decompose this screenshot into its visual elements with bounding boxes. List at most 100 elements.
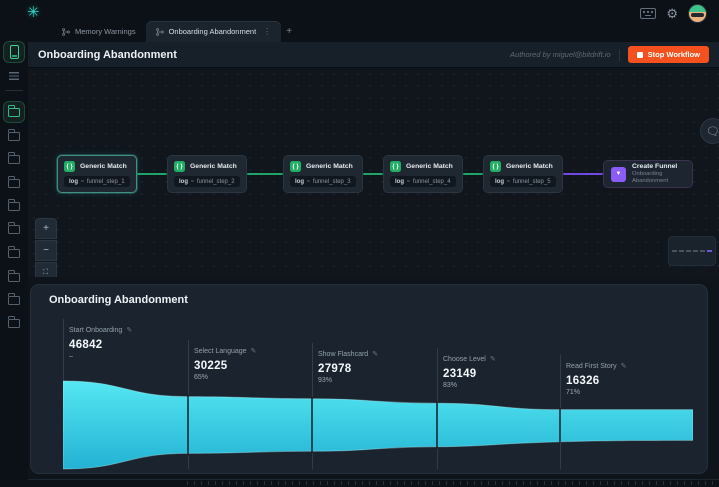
node-condition: log = funnel_step_5 xyxy=(490,176,556,187)
edit-pencil-icon[interactable]: ✎ xyxy=(489,356,496,363)
workflow-icon xyxy=(155,27,164,36)
step-value: 23149 xyxy=(443,368,477,380)
tab-menu-icon[interactable]: ⋮ xyxy=(263,27,272,36)
step-value: 30225 xyxy=(194,360,228,372)
funnel-step-2: Select Language ✎ 30225 65% xyxy=(194,340,256,381)
edit-pencil-icon[interactable]: ✎ xyxy=(126,327,133,334)
sidebar-folder-8[interactable] xyxy=(4,267,24,287)
step-label: Select Language xyxy=(194,348,247,355)
chat-button[interactable]: 🗨 xyxy=(700,118,719,144)
stop-icon xyxy=(636,51,643,58)
edge-connector-purple xyxy=(563,173,603,175)
gear-icon[interactable]: ⚙ xyxy=(666,6,678,21)
step-percent: 93% xyxy=(318,377,333,384)
list-icon xyxy=(9,72,19,80)
funnel-chart-card: Onboarding Abandonment Start Onboarding ✎… xyxy=(30,284,708,474)
sidebar-item-device[interactable] xyxy=(4,42,24,62)
funnel-icon: ▼ xyxy=(611,166,626,182)
funnel-step-5: Read First Story ✎ 16326 71% xyxy=(566,355,626,396)
funnel-step-3: Show Flashcard ✎ 27978 93% xyxy=(318,343,378,384)
bitdrift-logo-icon[interactable]: ✳ xyxy=(27,4,40,21)
node-condition: log = funnel_step_4 xyxy=(390,176,456,187)
folder-icon xyxy=(8,316,20,328)
left-sidebar xyxy=(0,42,28,487)
chat-icon: 🗨 xyxy=(706,125,719,138)
divider xyxy=(618,48,620,61)
avatar[interactable] xyxy=(688,4,707,23)
node-title: Generic Match xyxy=(190,163,237,170)
keyboard-icon[interactable] xyxy=(640,8,657,19)
folder-icon xyxy=(8,270,20,282)
node-condition: log = funnel_step_3 xyxy=(290,176,356,187)
topbar-actions: ⚙ xyxy=(640,4,707,23)
tab-label: Memory Warnings xyxy=(75,27,136,36)
edit-pencil-icon[interactable]: ✎ xyxy=(372,351,379,358)
tab-strip: Memory Warnings Onboarding Abandonment ⋮ + xyxy=(52,21,297,42)
node-create-funnel[interactable]: ▼ Create Funnel Onboarding Abandonment xyxy=(603,160,693,188)
braces-icon: { } xyxy=(390,161,401,172)
chart-title: Onboarding Abandonment xyxy=(49,294,188,306)
funnel-pane: Onboarding Abandonment Start Onboarding ✎… xyxy=(28,277,719,479)
zoom-controls: + − ⛶ xyxy=(35,218,57,283)
step-value: 46842 xyxy=(69,339,103,351)
topbar: ✳ Memory Warnings Onboarding Abandonment ⋮… xyxy=(0,0,719,42)
step-value: 16326 xyxy=(566,375,600,387)
edge-connector xyxy=(137,173,167,175)
node-condition: log = funnel_step_1 xyxy=(64,176,130,187)
edge-connector xyxy=(463,173,483,175)
zoom-in-button[interactable]: + xyxy=(35,218,57,239)
step-label: Show Flashcard xyxy=(318,351,369,358)
node-generic-match-2[interactable]: { } Generic Match log = funnel_step_2 xyxy=(167,155,247,193)
stop-workflow-button[interactable]: Stop Workflow xyxy=(627,46,709,63)
funnel-step-4: Choose Level ✎ 23149 83% xyxy=(443,348,496,389)
edit-pencil-icon[interactable]: ✎ xyxy=(620,363,627,370)
step-label: Read First Story xyxy=(566,363,617,370)
sidebar-folder-6[interactable] xyxy=(4,219,24,239)
sidebar-folder-1-active[interactable] xyxy=(4,102,24,122)
braces-icon: { } xyxy=(490,161,501,172)
sidebar-divider xyxy=(5,90,23,91)
sidebar-folder-7[interactable] xyxy=(4,243,24,263)
workflow-canvas[interactable]: + − ⛶ 🗨 { } Generic Match log = funnel_ste… xyxy=(28,68,719,283)
phone-icon xyxy=(9,45,19,59)
new-tab-button[interactable]: + xyxy=(286,26,293,37)
node-condition: log = funnel_step_2 xyxy=(174,176,240,187)
node-generic-match-1[interactable]: { } Generic Match log = funnel_step_1 xyxy=(57,155,137,193)
sidebar-folder-4[interactable] xyxy=(4,173,24,193)
sidebar-folder-9[interactable] xyxy=(4,290,24,310)
minimap[interactable] xyxy=(668,236,716,266)
zoom-out-button[interactable]: − xyxy=(35,240,57,261)
edge-connector xyxy=(247,173,283,175)
folder-icon xyxy=(8,176,20,188)
step-label: Start Onboarding xyxy=(69,327,123,334)
sidebar-folder-3[interactable] xyxy=(4,149,24,169)
folder-icon xyxy=(8,222,20,234)
step-label: Choose Level xyxy=(443,356,486,363)
node-title: Generic Match xyxy=(506,163,553,170)
sidebar-folder-5[interactable] xyxy=(4,196,24,216)
workflow-header: Onboarding Abandonment Authored by migue… xyxy=(28,42,719,68)
sidebar-folder-2[interactable] xyxy=(4,126,24,146)
edit-pencil-icon[interactable]: ✎ xyxy=(250,348,257,355)
node-generic-match-4[interactable]: { } Generic Match log = funnel_step_4 xyxy=(383,155,463,193)
tab-onboarding-abandonment[interactable]: Onboarding Abandonment ⋮ xyxy=(145,21,282,42)
timeline-ruler[interactable] xyxy=(28,479,719,487)
tab-label: Onboarding Abandonment xyxy=(168,27,257,36)
node-title: Create Funnel xyxy=(632,162,678,170)
node-subtitle: Onboarding Abandonment xyxy=(632,171,669,185)
authored-by-text: Authored by miguel@bitdrift.io xyxy=(510,50,611,59)
sidebar-folder-10[interactable] xyxy=(4,313,24,333)
step-percent: 83% xyxy=(443,382,458,389)
step-percent: 65% xyxy=(194,374,209,381)
node-title: Generic Match xyxy=(80,163,127,170)
folder-icon xyxy=(8,129,20,141)
folder-icon xyxy=(8,246,20,258)
sidebar-item-list[interactable] xyxy=(4,66,24,86)
edge-connector xyxy=(363,173,383,175)
tab-memory-warnings[interactable]: Memory Warnings xyxy=(52,21,146,42)
folder-icon xyxy=(8,105,20,117)
node-generic-match-3[interactable]: { } Generic Match log = funnel_step_3 xyxy=(283,155,363,193)
node-generic-match-5[interactable]: { } Generic Match log = funnel_step_5 xyxy=(483,155,563,193)
node-title: Generic Match xyxy=(306,163,353,170)
